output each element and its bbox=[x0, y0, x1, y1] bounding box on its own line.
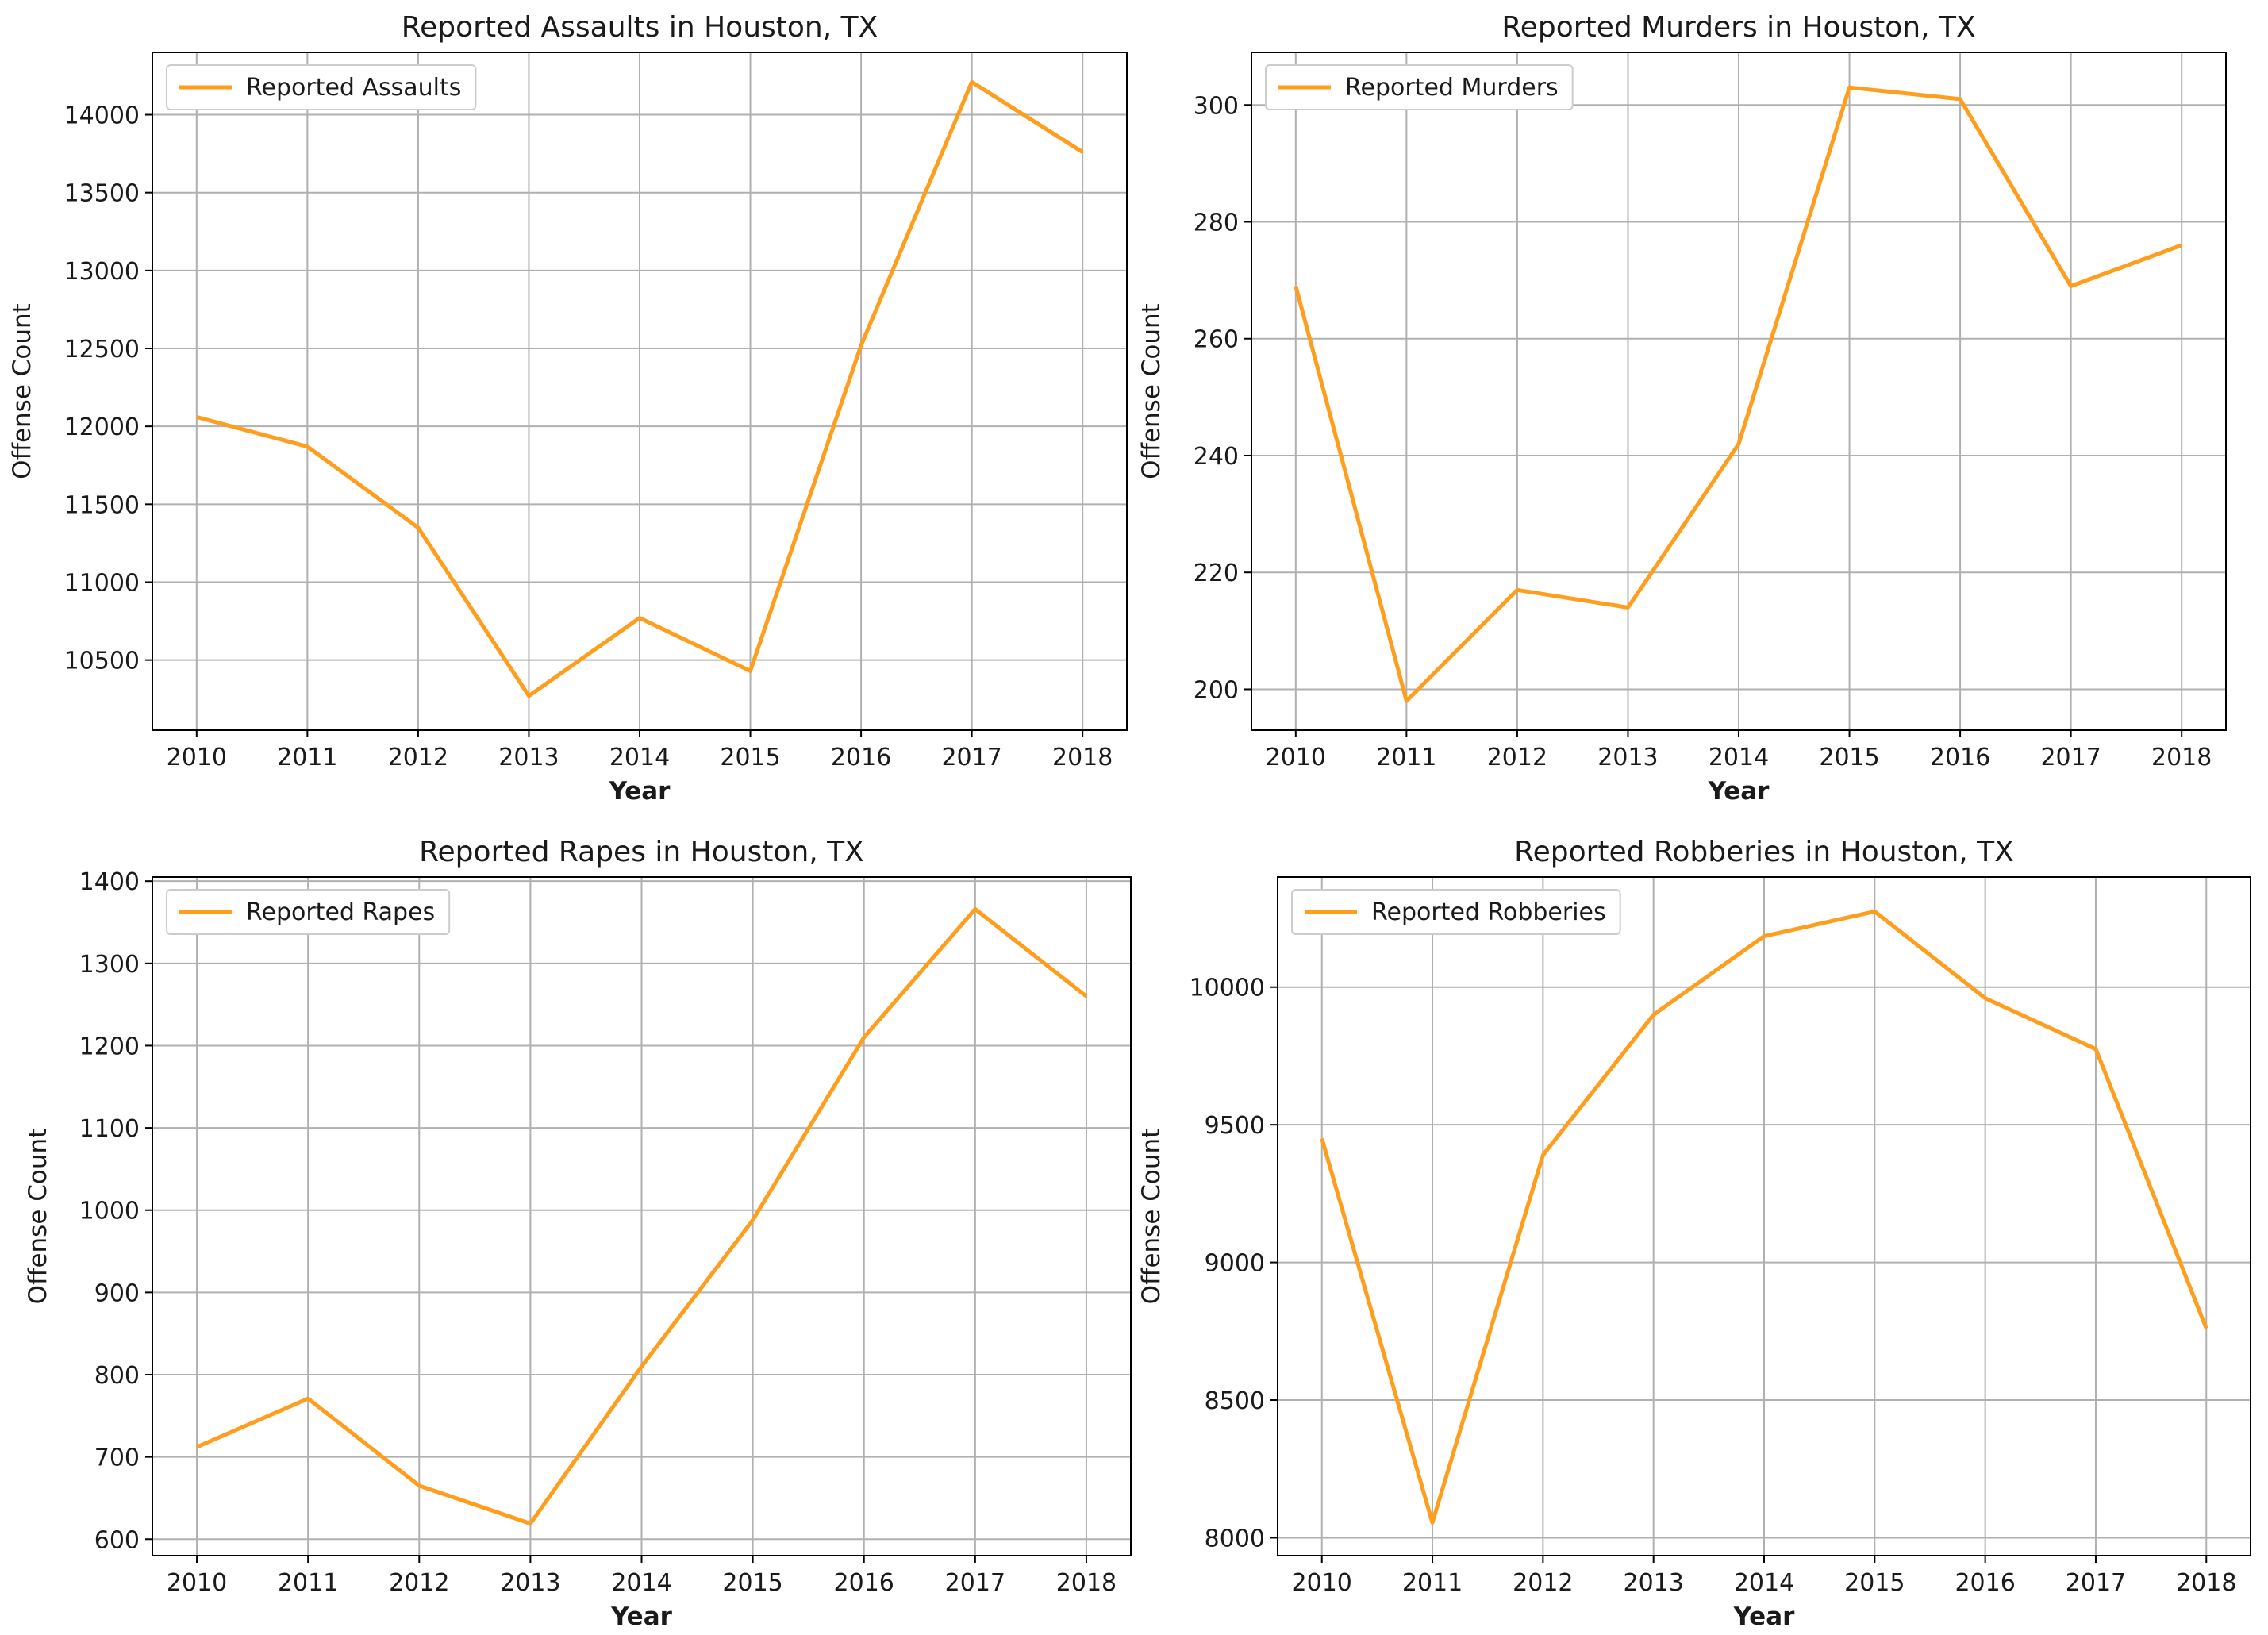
x-tick-label: 2011 bbox=[278, 1569, 338, 1597]
y-tick-label: 13500 bbox=[64, 180, 140, 208]
x-tick-label: 2015 bbox=[720, 744, 780, 771]
y-tick-label: 8500 bbox=[1205, 1387, 1265, 1415]
legend: Reported Rapes bbox=[166, 889, 451, 935]
axes-frame bbox=[1251, 52, 2227, 731]
chart-1: 2010 2011 2012 2013 2014 2015 2016 2017 2018 1050… bbox=[8, 11, 1128, 806]
legend-label: Reported Robberies bbox=[1371, 898, 1606, 926]
x-tick-label: 2017 bbox=[945, 1569, 1005, 1597]
y-tick-label: 8000 bbox=[1205, 1525, 1265, 1552]
y-tick-label: 1200 bbox=[79, 1033, 140, 1060]
x-tick-label: 2011 bbox=[277, 744, 337, 771]
x-axis-label: Year bbox=[1733, 1602, 1796, 1631]
x-tick-label: 2013 bbox=[498, 744, 559, 771]
y-tick-label: 200 bbox=[1194, 676, 1239, 704]
y-tick-label: 900 bbox=[94, 1279, 140, 1307]
x-tick-label: 2011 bbox=[1402, 1569, 1463, 1597]
legend-box bbox=[166, 64, 477, 110]
x-tick-label: 2015 bbox=[1819, 744, 1879, 771]
y-tick-label: 220 bbox=[1194, 560, 1239, 587]
legend-box bbox=[1291, 889, 1621, 935]
x-tick-label: 2010 bbox=[1292, 1569, 1352, 1597]
x-tick-label: 2013 bbox=[1597, 744, 1658, 771]
x-tick-label: 2012 bbox=[389, 1569, 449, 1597]
x-axis-label: Year bbox=[1708, 777, 1770, 806]
x-tick-label: 2016 bbox=[1955, 1569, 2015, 1597]
chart-title: Reported Robberies in Houston, TX bbox=[1514, 836, 2014, 868]
y-tick-label: 11000 bbox=[64, 569, 140, 597]
axes-frame bbox=[152, 876, 1132, 1556]
y-tick-label: 240 bbox=[1194, 443, 1239, 471]
y-tick-label: 1300 bbox=[79, 951, 140, 979]
y-axis-label: Offense Count bbox=[8, 303, 37, 479]
x-tick-label: 2013 bbox=[500, 1569, 560, 1597]
x-tick-label: 2018 bbox=[1056, 1569, 1117, 1597]
x-tick-label: 2013 bbox=[1624, 1569, 1684, 1597]
axes-frame bbox=[152, 52, 1128, 731]
legend-label: Reported Assaults bbox=[246, 74, 461, 102]
y-tick-label: 260 bbox=[1194, 326, 1239, 354]
y-tick-label: 10000 bbox=[1190, 975, 1265, 1002]
x-tick-label: 2012 bbox=[388, 744, 448, 771]
x-tick-label: 2011 bbox=[1376, 744, 1436, 771]
x-tick-label: 2017 bbox=[941, 744, 1001, 771]
y-tick-label: 14000 bbox=[64, 102, 140, 130]
x-tick-label: 2010 bbox=[167, 1569, 227, 1597]
y-tick-label: 600 bbox=[94, 1526, 140, 1554]
legend: Reported Robberies bbox=[1291, 889, 1621, 935]
y-tick-label: 9000 bbox=[1205, 1250, 1265, 1278]
x-tick-label: 2015 bbox=[722, 1569, 782, 1597]
x-tick-label: 2018 bbox=[1052, 744, 1113, 771]
x-tick-label: 2014 bbox=[1709, 744, 1769, 771]
y-tick-label: 10500 bbox=[64, 648, 140, 675]
y-tick-label: 800 bbox=[94, 1362, 140, 1390]
chart-4: 2010 2011 2012 2013 2014 2015 2016 2017 2018 8000… bbox=[1137, 836, 2251, 1631]
x-tick-label: 2010 bbox=[167, 744, 227, 771]
legend-box bbox=[1265, 64, 1574, 110]
chart-2: 2010 2011 2012 2013 2014 2015 2016 2017 2018 200 2… bbox=[1137, 11, 2227, 806]
x-tick-label: 2016 bbox=[1930, 744, 1990, 771]
y-tick-label: 280 bbox=[1194, 210, 1239, 237]
y-tick-label: 1400 bbox=[79, 868, 140, 896]
y-tick-label: 1000 bbox=[79, 1198, 140, 1225]
y-tick-label: 300 bbox=[1194, 92, 1239, 120]
y-tick-label: 12500 bbox=[64, 336, 140, 364]
chart-title: Reported Rapes in Houston, TX bbox=[419, 836, 864, 868]
legend: Reported Murders bbox=[1265, 64, 1574, 110]
x-tick-label: 2015 bbox=[1844, 1569, 1905, 1597]
y-tick-label: 13000 bbox=[64, 258, 140, 286]
x-tick-label: 2018 bbox=[2151, 744, 2212, 771]
legend-label: Reported Rapes bbox=[246, 898, 435, 926]
legend-box bbox=[166, 889, 451, 935]
x-tick-label: 2012 bbox=[1513, 1569, 1573, 1597]
chart-title: Reported Assaults in Houston, TX bbox=[402, 11, 878, 44]
x-tick-label: 2017 bbox=[2040, 744, 2101, 771]
y-tick-label: 1100 bbox=[79, 1115, 140, 1143]
chart-3: 2010 2011 2012 2013 2014 2015 2016 2017 2018 600 7… bbox=[24, 836, 1132, 1631]
y-axis-label: Offense Count bbox=[1137, 1129, 1166, 1305]
x-axis-label: Year bbox=[609, 777, 671, 806]
legend: Reported Assaults bbox=[166, 64, 477, 110]
x-axis-label: Year bbox=[610, 1602, 673, 1631]
y-tick-label: 700 bbox=[94, 1445, 140, 1472]
x-tick-label: 2012 bbox=[1487, 744, 1547, 771]
x-tick-label: 2017 bbox=[2066, 1569, 2126, 1597]
x-tick-label: 2014 bbox=[609, 744, 670, 771]
y-axis-label: Offense Count bbox=[24, 1129, 52, 1305]
x-tick-label: 2014 bbox=[611, 1569, 671, 1597]
y-tick-label: 11500 bbox=[64, 491, 140, 519]
axes-frame bbox=[1277, 876, 2251, 1556]
chart-title: Reported Murders in Houston, TX bbox=[1501, 11, 1975, 44]
x-tick-label: 2018 bbox=[2176, 1569, 2236, 1597]
legend-label: Reported Murders bbox=[1345, 74, 1559, 102]
x-tick-label: 2016 bbox=[831, 744, 891, 771]
y-axis-label: Offense Count bbox=[1137, 303, 1166, 479]
y-tick-label: 9500 bbox=[1205, 1112, 1265, 1140]
y-tick-label: 12000 bbox=[64, 414, 140, 441]
x-tick-label: 2016 bbox=[834, 1569, 894, 1597]
x-tick-label: 2010 bbox=[1266, 744, 1326, 771]
x-tick-label: 2014 bbox=[1734, 1569, 1794, 1597]
